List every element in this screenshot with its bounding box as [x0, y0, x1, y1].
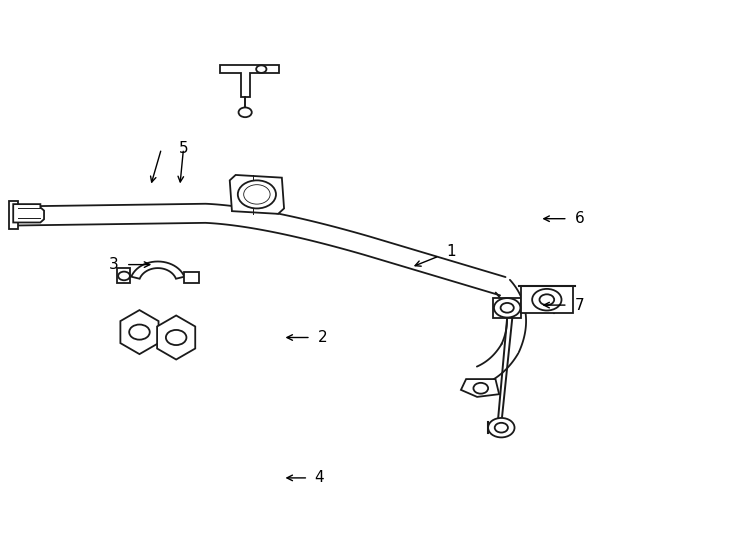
Polygon shape: [120, 310, 159, 354]
Polygon shape: [157, 315, 195, 360]
Polygon shape: [117, 268, 130, 283]
Circle shape: [244, 185, 270, 204]
Circle shape: [239, 107, 252, 117]
Polygon shape: [13, 204, 506, 295]
Text: 1: 1: [446, 244, 457, 259]
Circle shape: [539, 294, 554, 305]
Circle shape: [166, 330, 186, 345]
Polygon shape: [131, 261, 184, 279]
Text: 6: 6: [575, 211, 585, 226]
Polygon shape: [477, 343, 518, 384]
Polygon shape: [9, 201, 18, 228]
Polygon shape: [495, 280, 526, 352]
Text: 7: 7: [575, 298, 585, 313]
Polygon shape: [493, 298, 521, 318]
Circle shape: [494, 298, 520, 318]
Polygon shape: [184, 272, 199, 283]
Circle shape: [501, 303, 514, 313]
Circle shape: [256, 65, 266, 73]
Polygon shape: [521, 286, 573, 313]
Circle shape: [473, 383, 488, 394]
Circle shape: [495, 423, 508, 433]
Circle shape: [488, 418, 515, 437]
Polygon shape: [220, 65, 279, 97]
Circle shape: [118, 272, 130, 280]
Polygon shape: [13, 204, 44, 222]
Circle shape: [532, 289, 562, 310]
Text: 3: 3: [109, 257, 119, 272]
Text: 2: 2: [318, 330, 328, 345]
Circle shape: [238, 180, 276, 208]
Polygon shape: [230, 175, 284, 214]
Text: 5: 5: [178, 141, 189, 156]
Polygon shape: [461, 379, 499, 397]
Text: 4: 4: [314, 470, 324, 485]
Circle shape: [129, 325, 150, 340]
